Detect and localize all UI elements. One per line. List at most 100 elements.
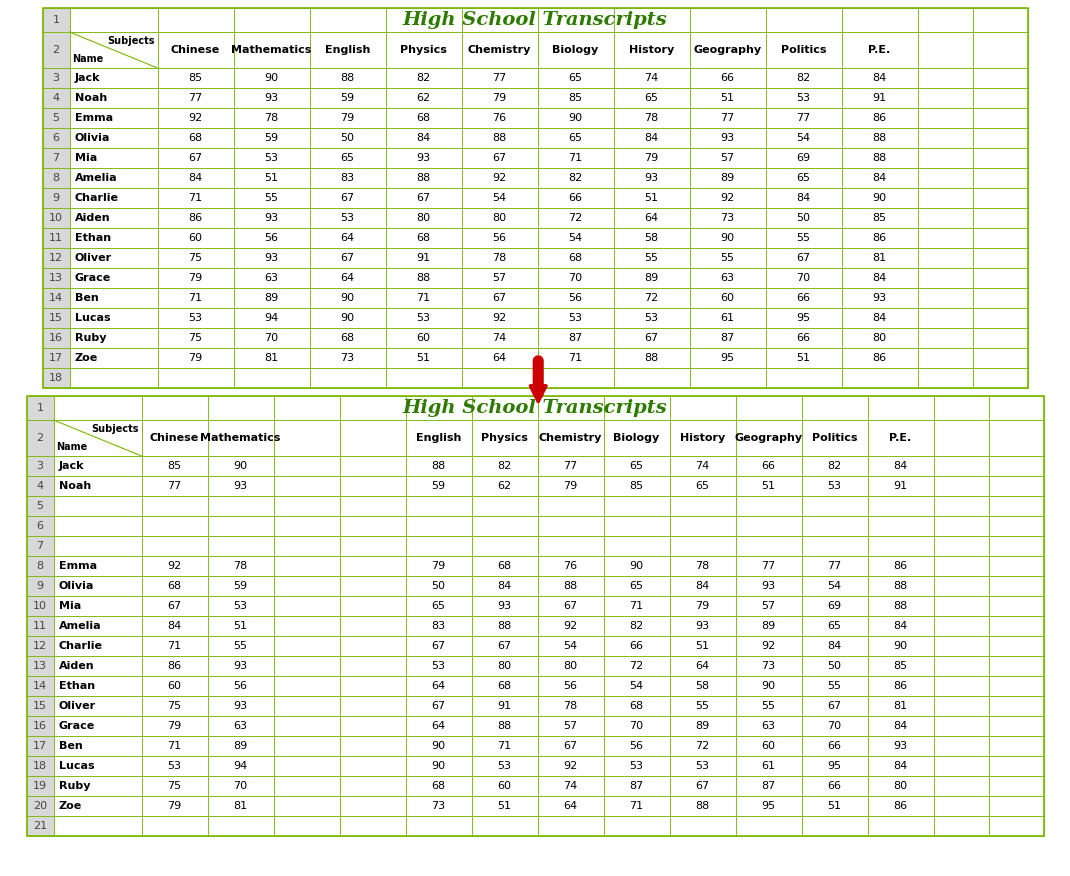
Bar — [917, 108, 973, 128]
Bar — [670, 796, 735, 816]
Bar — [765, 148, 841, 168]
Text: 18: 18 — [49, 373, 63, 383]
Bar — [27, 576, 54, 596]
Text: 65: 65 — [696, 481, 709, 491]
Bar — [208, 756, 274, 776]
Bar — [274, 456, 339, 476]
Text: 71: 71 — [568, 353, 582, 363]
Bar — [603, 596, 670, 616]
Text: 74: 74 — [492, 333, 506, 343]
Bar — [868, 816, 933, 836]
Bar — [406, 736, 472, 756]
Text: 88: 88 — [893, 581, 907, 591]
Text: 50: 50 — [431, 581, 445, 591]
Text: 88: 88 — [498, 621, 511, 631]
Bar — [670, 576, 735, 596]
Text: 88: 88 — [431, 461, 445, 471]
Text: 50: 50 — [827, 661, 841, 671]
Bar — [989, 396, 1043, 420]
Bar — [461, 128, 537, 148]
Bar — [537, 596, 603, 616]
Text: Oliver: Oliver — [75, 253, 111, 263]
Bar — [309, 188, 385, 208]
Bar — [461, 148, 537, 168]
Text: 71: 71 — [188, 293, 202, 303]
Text: 15: 15 — [33, 701, 47, 711]
Bar — [406, 420, 472, 456]
Text: 70: 70 — [796, 273, 811, 283]
Bar — [537, 68, 613, 88]
Bar — [670, 476, 735, 496]
Bar — [54, 736, 141, 756]
Text: 68: 68 — [431, 781, 445, 791]
Text: 53: 53 — [188, 313, 202, 323]
Bar — [613, 148, 689, 168]
Bar — [309, 8, 385, 32]
Text: 7: 7 — [52, 153, 60, 163]
Text: 68: 68 — [167, 581, 182, 591]
Bar — [54, 656, 141, 676]
Text: 60: 60 — [762, 741, 776, 751]
Text: 59: 59 — [264, 133, 278, 143]
Text: Jack: Jack — [75, 73, 100, 83]
Text: 7: 7 — [36, 541, 44, 551]
Bar — [670, 716, 735, 736]
Text: 16: 16 — [33, 721, 47, 731]
Bar — [735, 496, 801, 516]
Text: 78: 78 — [644, 113, 659, 123]
Bar — [613, 248, 689, 268]
Text: 82: 82 — [416, 73, 430, 83]
Text: 88: 88 — [872, 153, 887, 163]
Bar — [603, 676, 670, 696]
Text: 62: 62 — [498, 481, 511, 491]
Bar — [917, 268, 973, 288]
Bar — [274, 476, 339, 496]
Bar — [43, 188, 70, 208]
Bar — [917, 168, 973, 188]
Text: 77: 77 — [720, 113, 735, 123]
Bar — [406, 796, 472, 816]
Bar — [765, 308, 841, 328]
Text: 86: 86 — [872, 113, 887, 123]
Text: Subjects: Subjects — [91, 424, 138, 434]
Text: 67: 67 — [492, 293, 506, 303]
Text: 79: 79 — [431, 561, 445, 571]
Bar — [233, 148, 309, 168]
Bar — [689, 32, 765, 68]
Text: 94: 94 — [264, 313, 278, 323]
Bar — [208, 656, 274, 676]
Bar — [537, 756, 603, 776]
Bar — [141, 496, 208, 516]
Bar — [339, 696, 406, 716]
Bar — [274, 676, 339, 696]
Text: 67: 67 — [340, 253, 354, 263]
Bar — [933, 476, 989, 496]
Bar — [613, 308, 689, 328]
Text: 84: 84 — [696, 581, 709, 591]
Text: 86: 86 — [893, 561, 907, 571]
Text: 54: 54 — [629, 681, 643, 691]
Text: 74: 74 — [696, 461, 709, 471]
Bar — [989, 420, 1043, 456]
Bar — [461, 88, 537, 108]
Bar — [472, 476, 537, 496]
Bar — [27, 616, 54, 636]
Bar — [43, 228, 70, 248]
Bar — [339, 616, 406, 636]
Text: 71: 71 — [416, 293, 430, 303]
Bar — [989, 636, 1043, 656]
Text: 81: 81 — [233, 801, 247, 811]
Bar — [27, 516, 54, 536]
Bar — [801, 676, 868, 696]
Bar — [841, 308, 917, 328]
Bar — [461, 288, 537, 308]
Bar — [385, 328, 461, 348]
Text: 14: 14 — [49, 293, 63, 303]
Bar — [765, 208, 841, 228]
Text: Mathematics: Mathematics — [231, 45, 311, 55]
Bar — [472, 756, 537, 776]
Text: 77: 77 — [167, 481, 182, 491]
Bar — [141, 396, 208, 420]
Bar — [339, 756, 406, 776]
Text: 93: 93 — [644, 173, 658, 183]
